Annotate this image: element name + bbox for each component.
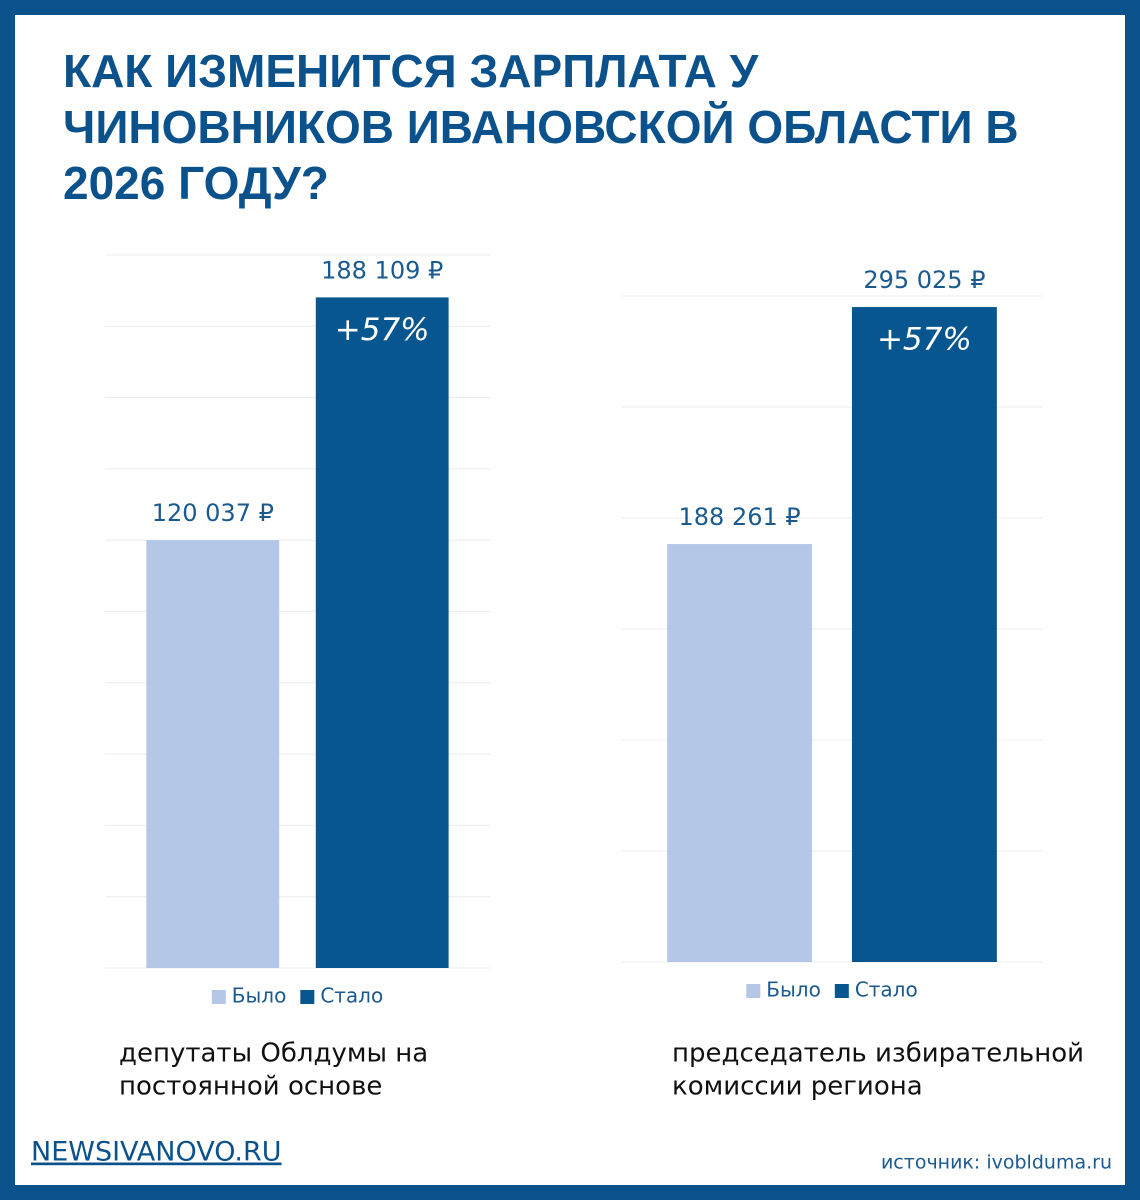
bar: [667, 544, 813, 962]
legend-swatch: [300, 990, 315, 1004]
bar: [146, 540, 280, 968]
caption: постоянной основе: [119, 1072, 382, 1102]
legend-swatch: [834, 984, 849, 998]
value-label: 188 261 ₽: [679, 503, 801, 531]
value-label: 120 037 ₽: [152, 499, 274, 527]
value-label: 188 109 ₽: [321, 256, 443, 284]
site-link[interactable]: NEWSIVANOVO.RU: [31, 1137, 282, 1168]
title-line: КАК ИЗМЕНИТСЯ ЗАРПЛАТА У: [63, 45, 760, 97]
title-line: 2026 ГОДУ?: [63, 157, 329, 209]
value-label: 295 025 ₽: [863, 266, 985, 294]
bar: [315, 297, 449, 968]
legend-swatch: [211, 990, 226, 1004]
legend-label: Стало: [855, 978, 918, 1002]
legend-label: Было: [232, 984, 287, 1008]
annotation: +57%: [877, 322, 972, 358]
legend-label: Стало: [320, 984, 383, 1008]
annotation: +57%: [335, 312, 430, 348]
legend-label: Было: [766, 978, 821, 1002]
caption: председатель избирательной: [672, 1039, 1084, 1069]
bar: [851, 307, 997, 962]
caption: комиссии региона: [672, 1072, 923, 1102]
source: источник: ivobldumа.ru: [881, 1152, 1112, 1174]
title-line: ЧИНОВНИКОВ ИВАНОВСКОЙ ОБЛАСТИ В: [63, 101, 1019, 153]
legend-swatch: [746, 984, 761, 998]
caption: депутаты Облдумы на: [119, 1039, 428, 1069]
